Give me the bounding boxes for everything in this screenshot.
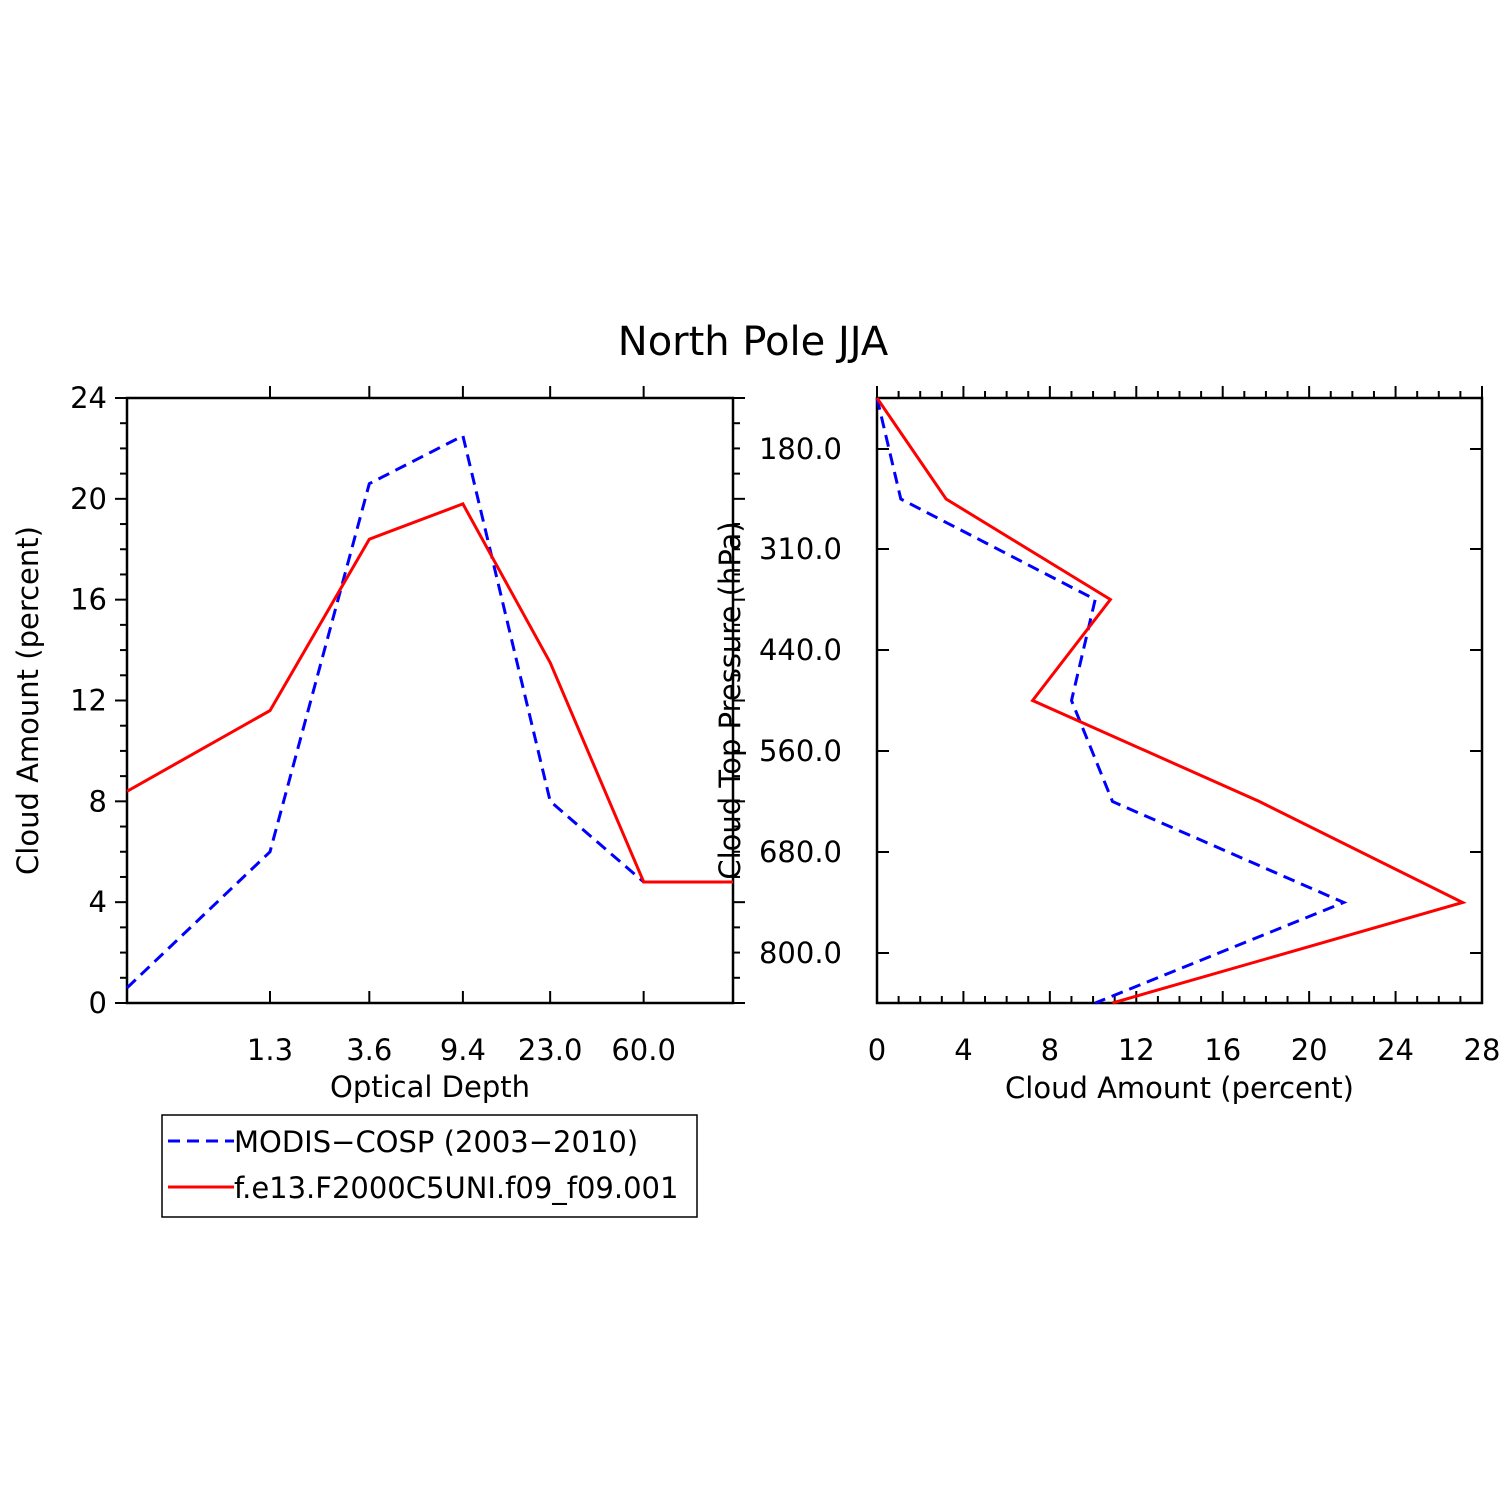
- y-tick-label: 310.0: [759, 532, 842, 566]
- y-tick-label: 800.0: [759, 936, 842, 970]
- y-axis-label: Cloud Amount (percent): [11, 526, 45, 875]
- y-tick-label: 680.0: [759, 835, 842, 869]
- pressure-panel: 0 4 8 12 16 20 24 28 180.0 310.0 440.0 560.0 680.0 80…: [713, 386, 1500, 1105]
- x-tick-label: 9.4: [440, 1033, 486, 1067]
- x-tick-label: 28: [1464, 1033, 1501, 1067]
- x-tick-label: 0: [868, 1033, 886, 1067]
- y-tick-label: 16: [70, 583, 107, 617]
- x-tick-label: 23.0: [518, 1033, 583, 1067]
- x-tick-label: 16: [1204, 1033, 1241, 1067]
- x-tick-label: 60.0: [611, 1033, 676, 1067]
- y-tick-label: 20: [70, 482, 107, 516]
- series-line-modis: [875, 397, 1348, 1005]
- x-tick-label: 20: [1291, 1033, 1328, 1067]
- x-tick-label: 12: [1118, 1033, 1155, 1067]
- y-tick-label: 12: [70, 684, 107, 718]
- x-axis-label: Optical Depth: [330, 1070, 530, 1104]
- plot-frame: [875, 396, 1484, 1005]
- x-tick-label: 3.6: [346, 1033, 392, 1067]
- x-tick-label: 4: [954, 1033, 972, 1067]
- x-tick-label: 24: [1377, 1033, 1414, 1067]
- x-tick-label: 1.3: [247, 1033, 293, 1067]
- legend-label-modis: MODIS−COSP (2003−2010): [234, 1125, 638, 1159]
- y-axis-label: Cloud Top Pressure (hPa): [713, 521, 747, 879]
- figure-title: North Pole JJA: [618, 319, 889, 365]
- y-tick-label: 4: [89, 885, 107, 919]
- legend-box: [161, 1114, 698, 1218]
- x-axis-label: Cloud Amount (percent): [1005, 1071, 1354, 1105]
- x-tick-label: 8: [1041, 1033, 1059, 1067]
- y-tick-label: 180.0: [759, 432, 842, 466]
- y-tick-label: 440.0: [759, 633, 842, 667]
- optical-depth-panel: 0 4 8 12 16 20 24 1.3 3.6 9.4 23.0 60.0 Optical Dept…: [11, 381, 745, 1104]
- series-line-model: [126, 502, 733, 884]
- y-tick-label: 24: [70, 381, 107, 415]
- y-tick-label: 560.0: [759, 734, 842, 768]
- plot-frame: [125, 396, 735, 1005]
- y-tick-label: 8: [89, 784, 107, 818]
- legend-label-model: f.e13.F2000C5UNI.f09_f09.001: [234, 1171, 678, 1205]
- series-line-modis: [125, 433, 733, 989]
- series-line-model: [875, 397, 1467, 1005]
- legend: MODIS−COSP (2003−2010) f.e13.F2000C5UNI.…: [161, 1114, 698, 1218]
- y-tick-label: 0: [89, 986, 107, 1020]
